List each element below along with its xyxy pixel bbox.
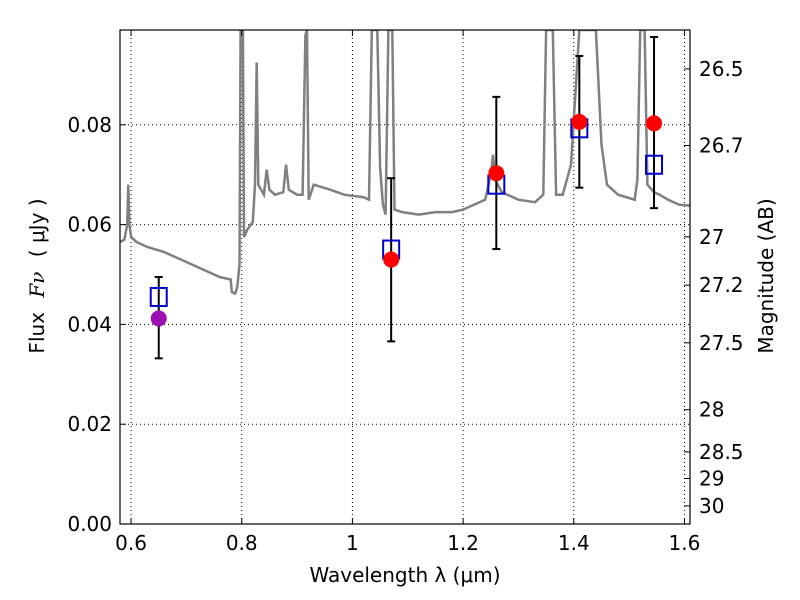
- y-tick-label: 0.04: [67, 312, 112, 336]
- y-axis-label-unit: ( μJy ): [25, 198, 49, 257]
- right-axis-ticks: 26.5 26.7 27 27.2 27.5 28 28.529 30: [684, 57, 744, 518]
- observed-point: [150, 310, 167, 327]
- model-spectrum-line: [120, 30, 690, 296]
- observed-point: [646, 115, 663, 132]
- observed-photometry-markers: [150, 113, 663, 327]
- x-tick-label: 1.4: [558, 531, 590, 555]
- y-axis-ticks: 0.00 0.02 0.04 0.06 0.08: [67, 113, 126, 536]
- model-point-square: [149, 286, 168, 307]
- x-tick-label: 0.8: [226, 531, 258, 555]
- right-tick-label: 27.2: [699, 273, 744, 297]
- observed-point: [488, 165, 505, 182]
- right-tick-label: 28.5: [699, 440, 744, 464]
- right-tick-label: 26.5: [699, 57, 744, 81]
- right-tick-label: 28: [699, 398, 724, 422]
- y-tick-label: 0.08: [67, 113, 112, 137]
- plot-frame: [119, 29, 691, 525]
- y-tick-label: 0.02: [67, 412, 112, 436]
- y-axis-label-prefix: Flux: [25, 312, 49, 354]
- x-tick-label: 0.6: [115, 531, 147, 555]
- x-axis-ticks: 0.6 0.8 1 1.2 1.4 1.6: [115, 30, 700, 555]
- y-tick-label: 0.00: [67, 512, 112, 536]
- right-tick-label: 27: [699, 225, 724, 249]
- observed-point: [571, 113, 588, 130]
- y-axis-label: Flux Fν ( μJy ): [25, 198, 49, 353]
- x-axis-label: Wavelength λ (μm): [309, 563, 500, 587]
- right-axis-label: Magnitude (AB): [754, 198, 778, 353]
- right-tick-label: 29: [699, 466, 724, 490]
- grid-lines: [120, 30, 690, 524]
- observed-point: [383, 251, 400, 268]
- error-bars: [154, 35, 659, 360]
- model-point-square: [645, 154, 664, 175]
- x-tick-label: 1: [346, 531, 359, 555]
- x-tick-label: 1.6: [669, 531, 701, 555]
- y-axis-label-symbol: Fν: [25, 272, 49, 299]
- right-tick-label: 30: [699, 494, 724, 518]
- y-tick-label: 0.06: [67, 213, 112, 237]
- right-tick-label: 27.5: [699, 331, 744, 355]
- x-tick-label: 1.2: [447, 531, 479, 555]
- right-tick-label: 26.7: [699, 133, 744, 157]
